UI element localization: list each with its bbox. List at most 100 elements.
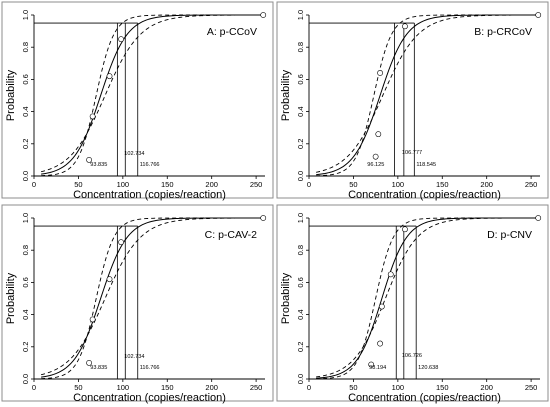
data-point <box>368 361 375 368</box>
x-tick-label: 200 <box>205 383 218 392</box>
y-tick-label: 0.6 <box>21 74 30 84</box>
panel-frame <box>276 1 549 199</box>
x-tick-label: 50 <box>349 180 357 189</box>
x-tick-label: 150 <box>161 383 174 392</box>
y-tick-label: 0.8 <box>21 42 30 52</box>
data-point <box>402 23 408 30</box>
chart-panel-1: 0 50 100 150 200 250 0.0 0.2 0.4 0.6 0.8 1.0 Concent… <box>1 1 274 201</box>
data-point <box>377 340 383 347</box>
data-point <box>89 316 96 323</box>
lod-annotation: 106.777 <box>402 150 422 156</box>
x-tick-label: 250 <box>525 383 538 392</box>
chart-panel-2: 0 50 100 150 200 250 0.0 0.2 0.4 0.6 0.8 1.0 Concent… <box>276 1 549 201</box>
data-point <box>86 156 92 163</box>
ci-curve-left <box>41 217 264 380</box>
data-point <box>387 271 394 278</box>
lod-annotation: 98.194 <box>369 365 386 371</box>
y-axis-label: Probability <box>5 272 17 324</box>
lod-annotation: 96.125 <box>367 162 384 168</box>
x-tick-label: 0 <box>32 180 36 189</box>
x-axis-label: Concentration (copies/reaction) <box>348 189 501 201</box>
fitted-curve <box>41 14 264 175</box>
panel-frame <box>276 204 549 402</box>
y-tick-label: 0.2 <box>296 139 305 149</box>
data-point <box>535 215 542 221</box>
data-point <box>118 36 124 43</box>
x-tick-label: 50 <box>349 383 357 392</box>
y-tick-label: 0.0 <box>21 171 30 181</box>
data-point <box>402 226 408 233</box>
y-axis-label: Probability <box>280 272 292 324</box>
data-point <box>375 131 382 138</box>
y-tick-label: 0.6 <box>296 74 305 84</box>
x-tick-label: 100 <box>117 180 130 189</box>
x-tick-label: 200 <box>205 180 218 189</box>
panel-title: C: p-CAV-2 <box>205 229 257 241</box>
y-tick-label: 0.2 <box>21 342 30 352</box>
panel-title: D: p-CNV <box>487 229 532 241</box>
y-tick-label: 1.0 <box>296 10 305 20</box>
lod-annotation: 116.766 <box>140 162 160 168</box>
x-tick-label: 200 <box>480 383 493 392</box>
lod-annotation: 106.726 <box>402 353 422 359</box>
x-tick-label: 150 <box>436 180 449 189</box>
y-tick-label: 0.6 <box>21 277 30 287</box>
y-tick-label: 0.4 <box>21 106 30 116</box>
x-tick-label: 250 <box>250 383 263 392</box>
x-axis-label: Concentration (copies/reaction) <box>348 392 501 404</box>
x-tick-label: 100 <box>117 383 130 392</box>
y-tick-label: 1.0 <box>296 213 305 223</box>
data-point <box>260 215 267 221</box>
x-tick-label: 50 <box>74 383 82 392</box>
lod-annotation: 102.734 <box>124 151 144 157</box>
fitted-curve <box>41 217 264 378</box>
chart-panel-4: 0 50 100 150 200 250 0.0 0.2 0.4 0.6 0.8 1.0 Concent… <box>276 204 549 404</box>
panel-title: B: p-CRCoV <box>474 26 532 38</box>
panel-title: A: p-CCoV <box>207 26 257 38</box>
lod-annotation: 102.734 <box>124 354 144 360</box>
data-point <box>89 113 96 120</box>
data-point <box>377 70 383 76</box>
y-tick-label: 0.0 <box>296 374 305 384</box>
y-tick-label: 1.0 <box>21 213 30 223</box>
data-point <box>260 12 267 18</box>
y-tick-label: 0.0 <box>296 171 305 181</box>
x-tick-label: 250 <box>525 180 538 189</box>
x-tick-label: 200 <box>480 180 493 189</box>
x-axis-label: Concentration (copies/reaction) <box>73 189 226 201</box>
y-tick-label: 0.8 <box>296 42 305 52</box>
ci-curve-right <box>41 217 264 376</box>
y-tick-label: 0.2 <box>21 139 30 149</box>
data-point <box>106 276 113 283</box>
x-axis-label: Concentration (copies/reaction) <box>73 392 226 404</box>
y-tick-label: 0.0 <box>21 374 30 384</box>
data-point <box>118 239 124 246</box>
data-point <box>372 153 379 160</box>
x-tick-label: 0 <box>307 383 311 392</box>
x-tick-label: 150 <box>436 383 449 392</box>
y-axis-label: Probability <box>5 69 17 121</box>
y-tick-label: 0.4 <box>296 106 305 116</box>
ci-curve-right <box>41 14 264 173</box>
lod-annotation: 120.638 <box>418 365 438 371</box>
y-tick-label: 0.4 <box>296 309 305 319</box>
ci-curve-left <box>316 14 539 177</box>
fitted-curve <box>316 14 539 176</box>
data-point <box>106 73 113 80</box>
lod-annotation: 116.766 <box>140 365 160 371</box>
y-tick-label: 0.6 <box>296 277 305 287</box>
y-axis-label: Probability <box>280 69 292 121</box>
x-tick-label: 150 <box>161 180 174 189</box>
x-tick-label: 50 <box>74 180 82 189</box>
lod-annotation: 93.835 <box>90 162 107 168</box>
y-tick-label: 0.4 <box>21 309 30 319</box>
y-tick-label: 0.8 <box>296 245 305 255</box>
ci-curve-right <box>316 14 539 173</box>
x-tick-label: 100 <box>392 383 405 392</box>
x-tick-label: 0 <box>307 180 311 189</box>
ci-curve-right <box>316 217 539 378</box>
x-tick-label: 100 <box>392 180 405 189</box>
lod-annotation: 118.545 <box>416 162 436 168</box>
ci-curve-left <box>41 14 264 177</box>
